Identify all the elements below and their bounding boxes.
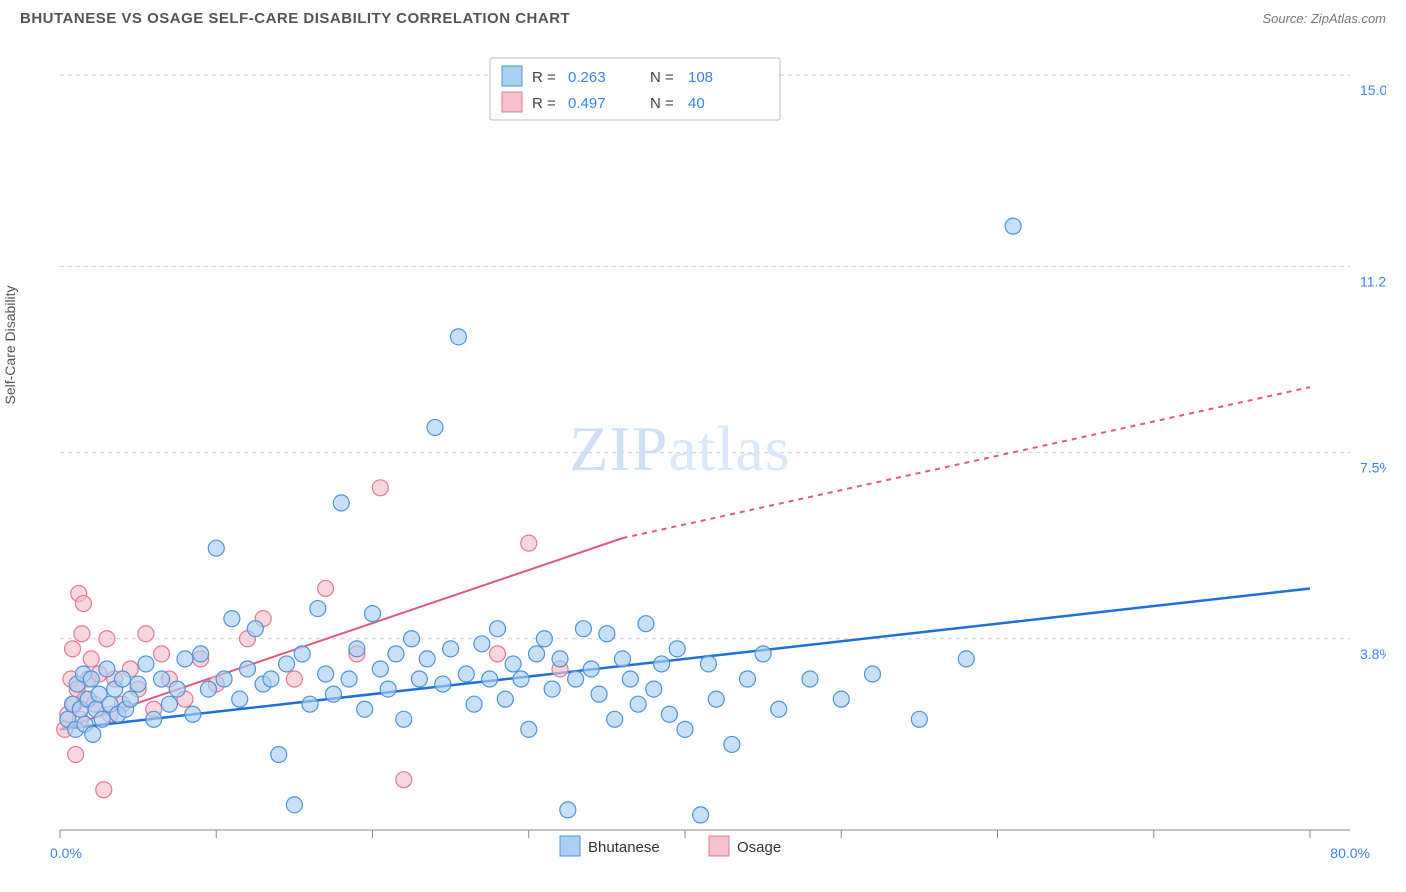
y-axis-label: Self-Care Disability — [2, 285, 18, 404]
trend-line-bhutanese — [60, 588, 1310, 729]
svg-text:108: 108 — [688, 69, 713, 86]
svg-text:0.497: 0.497 — [568, 95, 606, 112]
svg-text:N =: N = — [650, 95, 674, 112]
svg-text:3.8%: 3.8% — [1360, 646, 1386, 662]
legend-series: Bhutanese Osage — [560, 836, 781, 856]
chart-source: Source: ZipAtlas.com — [1262, 11, 1386, 26]
x-axis-max-label: 80.0% — [1330, 845, 1370, 861]
svg-text:N =: N = — [650, 69, 674, 86]
svg-text:Osage: Osage — [737, 839, 781, 856]
watermark: ZIPatlas — [569, 413, 790, 484]
scatter-points-bhutanese — [60, 218, 1021, 823]
legend-correlation-box: R = 0.263 N = 108 R = 0.497 N = 40 — [490, 58, 780, 120]
svg-text:R =: R = — [532, 95, 556, 112]
svg-text:Bhutanese: Bhutanese — [588, 839, 660, 856]
svg-text:40: 40 — [688, 95, 705, 112]
svg-text:11.2%: 11.2% — [1360, 273, 1386, 289]
svg-text:15.0%: 15.0% — [1360, 82, 1386, 98]
chart-title: BHUTANESE VS OSAGE SELF-CARE DISABILITY … — [20, 10, 570, 27]
scatter-chart: ZIPatlas 3.8% 7.5% 11.2% 15.0% R = 0.263 N =… — [20, 40, 1386, 872]
svg-text:7.5%: 7.5% — [1360, 460, 1386, 476]
svg-text:R =: R = — [532, 69, 556, 86]
x-axis-min-label: 0.0% — [50, 845, 82, 861]
chart-area: Self-Care Disability ZIPatlas 3.8%7.5%11… — [20, 40, 1386, 872]
svg-text:0.263: 0.263 — [568, 69, 606, 86]
